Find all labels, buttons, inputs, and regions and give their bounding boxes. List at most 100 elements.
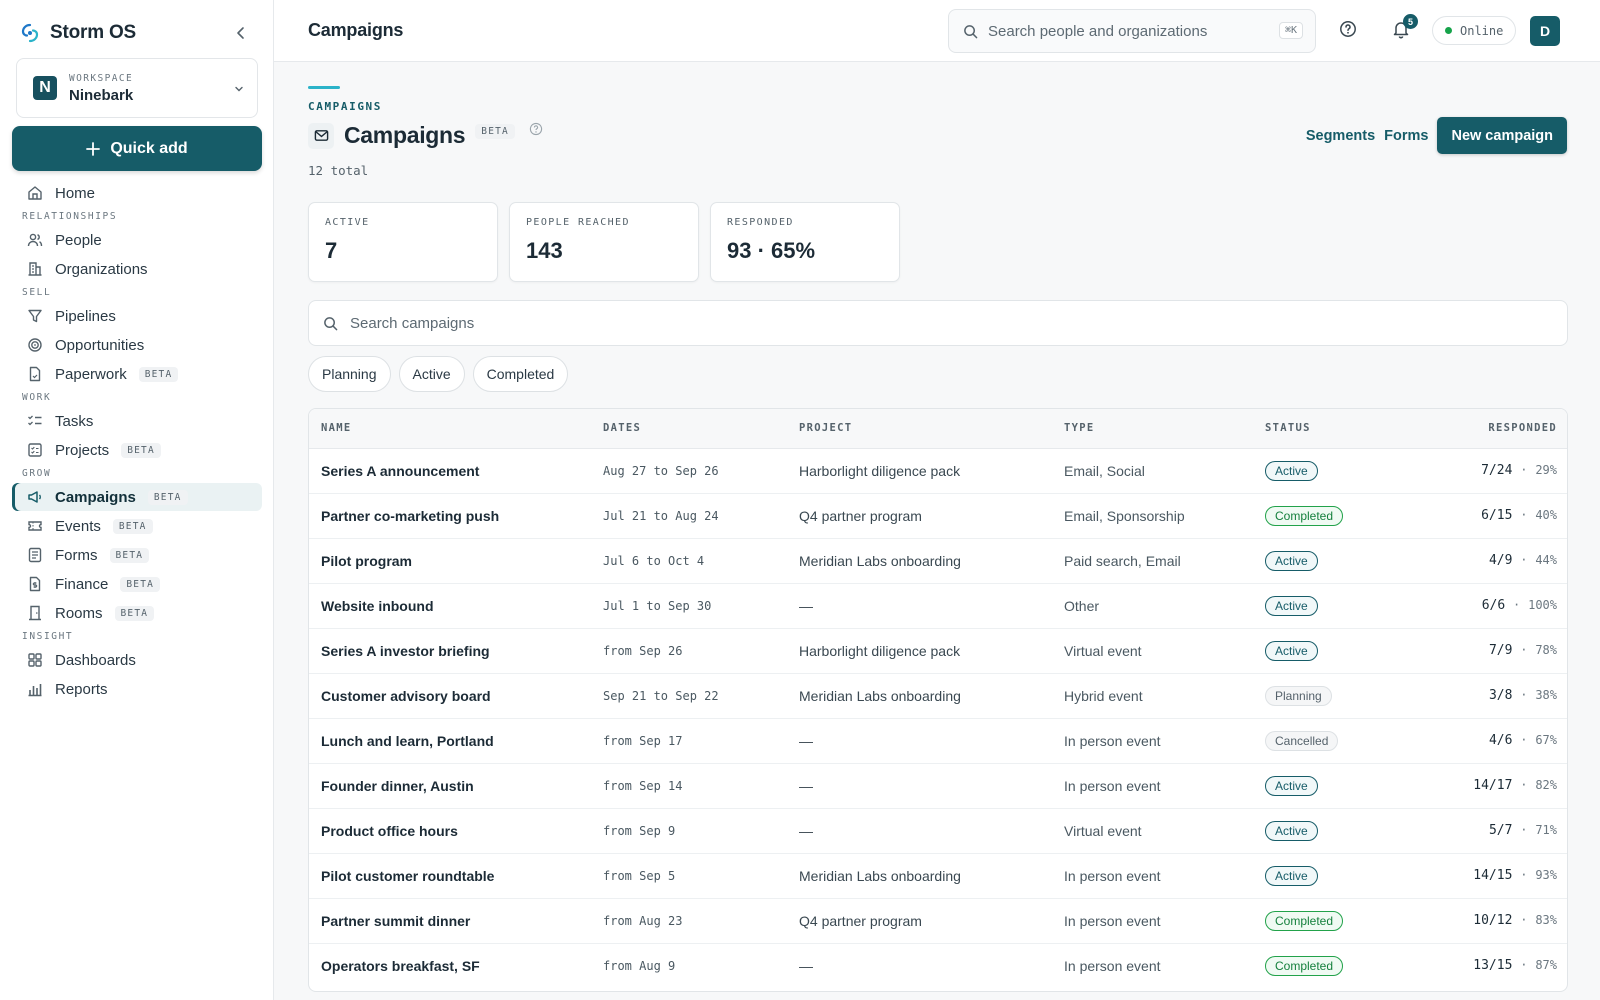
- sidebar-item-dashboards[interactable]: Dashboards: [12, 646, 262, 674]
- table-row[interactable]: Founder dinner, Austin from Sep 14 — In per…: [309, 763, 1567, 808]
- column-header-dates[interactable]: DATES: [591, 409, 787, 449]
- table-row[interactable]: Customer advisory board Sep 21 to Sep 22 M…: [309, 673, 1567, 718]
- campaign-name[interactable]: Product office hours: [321, 822, 458, 839]
- table-row[interactable]: Pilot program Jul 6 to Oct 4 Meridian Labs…: [309, 538, 1567, 583]
- sidebar-item-label: Home: [55, 184, 96, 202]
- workspace-switcher[interactable]: N WORKSPACE Ninebark: [16, 58, 258, 118]
- table-row[interactable]: Series A announcement Aug 27 to Sep 26 Har…: [309, 448, 1567, 493]
- filter-chip-completed[interactable]: Completed: [472, 356, 569, 392]
- global-search-input[interactable]: [988, 22, 1268, 40]
- sidebar-item-tasks[interactable]: Tasks: [12, 407, 262, 435]
- campaign-name[interactable]: Lunch and learn, Portland: [321, 732, 494, 749]
- table-row[interactable]: Lunch and learn, Portland from Sep 17 — In …: [309, 718, 1567, 763]
- campaign-status-cell: Planning: [1253, 673, 1393, 718]
- status-badge: Active: [1265, 460, 1318, 481]
- status-badge: Cancelled: [1265, 730, 1339, 751]
- campaign-name[interactable]: Series A investor briefing: [321, 642, 490, 659]
- avatar[interactable]: D: [1530, 16, 1560, 46]
- sidebar-item-pipelines[interactable]: Pipelines: [12, 302, 262, 330]
- filter-chip-active[interactable]: Active: [398, 356, 465, 392]
- responded-separator: ·: [1513, 598, 1521, 612]
- campaign-dates: from Sep 17: [603, 733, 683, 748]
- sidebar-item-campaigns[interactable]: Campaigns BETA: [12, 483, 262, 511]
- responded-count: 6/15: [1481, 508, 1513, 523]
- status-badge: Completed: [1265, 505, 1344, 526]
- notifications-button[interactable]: 5: [1391, 14, 1418, 44]
- column-header-project[interactable]: PROJECT: [787, 409, 1052, 449]
- sidebar-item-opportunities[interactable]: Opportunities: [12, 331, 262, 359]
- sidebar-item-rooms[interactable]: Rooms BETA: [12, 599, 262, 627]
- help-button[interactable]: [1339, 20, 1357, 43]
- forms-button[interactable]: Forms: [1384, 127, 1429, 144]
- responded-percent: 29%: [1535, 463, 1557, 477]
- campaign-name[interactable]: Founder dinner, Austin: [321, 777, 474, 794]
- responded-separator: ·: [1520, 463, 1528, 477]
- collapse-sidebar-button[interactable]: [230, 22, 252, 44]
- campaign-dates: Jul 21 to Aug 24: [603, 508, 719, 523]
- responded-count: 6/6: [1481, 598, 1506, 613]
- sidebar-item-projects[interactable]: Projects BETA: [12, 436, 262, 464]
- campaign-status-cell: Active: [1253, 583, 1393, 628]
- door-icon: [29, 605, 41, 621]
- sidebar-item-label: Projects: [55, 441, 110, 459]
- campaign-responded: 14/15 · 93%: [1393, 853, 1567, 898]
- status-badge: Active: [1265, 865, 1318, 886]
- campaign-search[interactable]: [308, 300, 1568, 346]
- campaign-dates: from Aug 23: [603, 913, 683, 928]
- campaign-name[interactable]: Series A announcement: [321, 462, 480, 479]
- campaign-name[interactable]: Pilot customer roundtable: [321, 867, 495, 884]
- campaign-name[interactable]: Partner summit dinner: [321, 912, 471, 929]
- segments-button[interactable]: Segments: [1305, 127, 1376, 144]
- target-icon: [28, 338, 42, 352]
- campaign-project: Q4 partner program: [799, 912, 922, 929]
- sidebar-item-events[interactable]: Events BETA: [12, 512, 262, 540]
- sidebar-item-people[interactable]: People: [12, 226, 262, 254]
- sidebar-item-reports[interactable]: Reports: [12, 675, 262, 703]
- column-header-responded[interactable]: RESPONDED: [1393, 409, 1567, 449]
- responded-separator: ·: [1520, 823, 1528, 837]
- responded-count: 4/9: [1488, 553, 1513, 568]
- new-campaign-button[interactable]: New campaign: [1437, 117, 1567, 154]
- sidebar-item-paperwork[interactable]: Paperwork BETA: [12, 360, 262, 388]
- sidebar-item-label: Organizations: [55, 260, 148, 278]
- table-row[interactable]: Operators breakfast, SF from Aug 9 — In per…: [309, 943, 1567, 988]
- global-search[interactable]: ⌘K: [948, 9, 1316, 53]
- nav-section-sell: SELL: [22, 287, 52, 298]
- responded-count: 14/15: [1473, 868, 1513, 883]
- column-header-type[interactable]: TYPE: [1052, 409, 1253, 449]
- sidebar-item-organizations[interactable]: Organizations: [12, 255, 262, 283]
- column-header-status[interactable]: STATUS: [1253, 409, 1393, 449]
- filter-chip-planning[interactable]: Planning: [308, 356, 391, 392]
- campaign-name[interactable]: Website inbound: [321, 597, 434, 614]
- campaign-type: In person event: [1064, 957, 1161, 974]
- column-header-name[interactable]: NAME: [309, 409, 591, 449]
- beta-badge: BETA: [114, 605, 155, 621]
- status-indicator[interactable]: Online: [1432, 16, 1516, 45]
- campaign-status-cell: Active: [1253, 808, 1393, 853]
- campaign-status-cell: Active: [1253, 538, 1393, 583]
- campaign-name[interactable]: Operators breakfast, SF: [321, 957, 480, 974]
- sidebar-item-label: Events: [55, 517, 101, 535]
- brand[interactable]: Storm OS: [20, 20, 136, 46]
- table-row[interactable]: Series A investor briefing from Sep 26 Har…: [309, 628, 1567, 673]
- sidebar-item-finance[interactable]: Finance BETA: [12, 570, 262, 598]
- quick-add-button[interactable]: Quick add: [12, 126, 262, 171]
- workspace-label: WORKSPACE: [69, 72, 134, 84]
- home-icon: [28, 186, 42, 200]
- table-row[interactable]: Partner summit dinner from Aug 23 Q4 partn…: [309, 898, 1567, 943]
- table-row[interactable]: Website inbound Jul 1 to Sep 30 — Other Acti…: [309, 583, 1567, 628]
- table-row[interactable]: Partner co-marketing push Jul 21 to Aug 2…: [309, 493, 1567, 538]
- campaign-status-cell: Active: [1253, 628, 1393, 673]
- plus-icon: [86, 141, 101, 156]
- campaign-name[interactable]: Customer advisory board: [321, 687, 491, 704]
- campaign-name[interactable]: Pilot program: [321, 552, 413, 569]
- stat-value: 143: [526, 238, 563, 263]
- table-row[interactable]: Pilot customer roundtable from Sep 5 Merid…: [309, 853, 1567, 898]
- campaign-project: Harborlight diligence pack: [799, 642, 961, 659]
- sidebar-item-forms[interactable]: Forms BETA: [12, 541, 262, 569]
- table-row[interactable]: Product office hours from Sep 9 — Virtual e…: [309, 808, 1567, 853]
- campaign-name[interactable]: Partner co-marketing push: [321, 507, 500, 524]
- page-help-button[interactable]: [529, 122, 543, 141]
- campaign-search-input[interactable]: [350, 314, 1250, 332]
- sidebar-item-home[interactable]: Home: [12, 179, 262, 207]
